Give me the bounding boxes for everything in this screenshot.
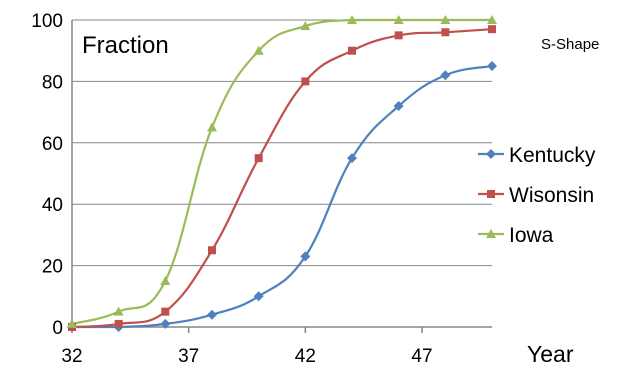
chart-title: Fraction [82,32,169,59]
data-point-iowa [487,15,497,24]
data-point-kentucky [300,251,311,262]
x-tick-label: 47 [411,346,432,367]
data-point-kentucky [347,153,357,164]
data-point-kentucky [207,309,217,320]
data-point-kentucky [160,318,171,329]
data-point-iowa [253,45,264,55]
data-point-wisonsin [161,307,170,316]
y-tick-label: 20 [42,257,63,278]
series-markers [67,15,497,332]
chart-subtitle: S-Shape [541,36,599,53]
series-line-wisonsin [71,28,493,329]
x-tick-labels: 32 37 42 47 [61,327,433,367]
gridlines [72,19,492,267]
y-tick-label: 60 [42,134,63,155]
data-point-kentucky [440,70,451,81]
data-point-wisonsin [114,319,123,328]
data-point-kentucky [393,100,404,111]
series-line-iowa [71,18,492,325]
data-point-iowa [393,15,404,24]
data-point-kentucky [487,61,497,72]
data-point-wisonsin [488,25,496,34]
legend-label-iowa: Iowa [509,224,554,247]
series-lines [71,18,493,329]
legend-label-kentucky: Kentucky [509,144,596,167]
data-point-iowa [347,15,357,24]
data-point-iowa [440,15,451,24]
x-tick-label: 42 [295,346,316,367]
y-tick-label: 80 [42,72,63,93]
y-tick-labels: 0 20 40 60 80 100 [31,11,63,339]
legend-marker-iowa [486,229,496,238]
series-line-kentucky [72,65,493,329]
data-point-iowa [113,306,124,316]
legend-marker-kentucky [486,149,496,159]
y-tick-label: 100 [31,11,63,32]
data-point-wisonsin [301,77,310,86]
y-tick-label: 40 [42,195,63,216]
data-point-wisonsin [441,28,450,37]
data-point-wisonsin [208,246,216,255]
x-tick-label: 37 [178,346,199,367]
data-point-iowa [67,318,77,328]
data-point-iowa [207,122,217,132]
legend: Kentucky Wisonsin Iowa [478,144,596,247]
data-point-wisonsin [254,154,263,163]
y-tick-label: 0 [52,318,63,339]
data-point-iowa [160,275,171,285]
data-point-wisonsin [348,46,356,55]
data-point-kentucky [253,291,264,302]
legend-label-wisonsin: Wisonsin [509,184,594,207]
x-axis-label: Year [527,341,574,367]
legend-marker-wisonsin [487,190,495,198]
data-point-iowa [300,21,311,31]
x-tick-label: 32 [61,346,82,367]
data-point-wisonsin [394,31,403,40]
